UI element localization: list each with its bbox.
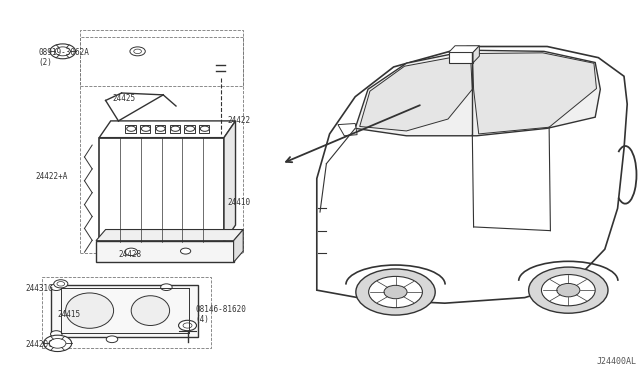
Bar	[140, 125, 150, 133]
Polygon shape	[449, 46, 479, 52]
Bar	[125, 125, 136, 133]
Circle shape	[106, 336, 118, 343]
Bar	[155, 125, 165, 133]
Circle shape	[44, 335, 72, 352]
Polygon shape	[96, 230, 243, 241]
Circle shape	[57, 282, 65, 286]
Ellipse shape	[66, 293, 114, 328]
Bar	[99, 138, 224, 242]
Text: 24422+A: 24422+A	[35, 172, 68, 181]
Polygon shape	[99, 121, 236, 138]
Polygon shape	[360, 54, 472, 131]
Polygon shape	[355, 50, 600, 136]
Text: 24425: 24425	[112, 94, 135, 103]
Polygon shape	[338, 124, 357, 136]
Polygon shape	[51, 285, 198, 337]
Circle shape	[49, 339, 66, 348]
Bar	[184, 125, 195, 133]
Circle shape	[54, 280, 68, 288]
Circle shape	[171, 126, 180, 131]
Circle shape	[183, 323, 192, 328]
Circle shape	[186, 126, 195, 131]
Circle shape	[179, 320, 196, 331]
Ellipse shape	[131, 296, 170, 326]
Circle shape	[356, 269, 435, 315]
Text: 24415: 24415	[58, 310, 81, 319]
Circle shape	[200, 126, 209, 131]
Bar	[80, 37, 243, 86]
Circle shape	[51, 284, 62, 291]
Circle shape	[125, 248, 138, 256]
Text: 24410: 24410	[227, 198, 250, 207]
Bar	[199, 125, 209, 133]
Polygon shape	[472, 53, 596, 134]
Bar	[80, 30, 243, 253]
Bar	[96, 241, 234, 262]
Circle shape	[369, 276, 422, 308]
Circle shape	[51, 331, 62, 337]
Text: J24400AL: J24400AL	[596, 357, 637, 366]
Circle shape	[557, 283, 580, 297]
Bar	[170, 125, 180, 133]
Text: 24431G: 24431G	[26, 284, 53, 293]
Bar	[449, 52, 473, 63]
Polygon shape	[224, 121, 236, 242]
Circle shape	[529, 267, 608, 313]
Text: 08919-3062A
(2): 08919-3062A (2)	[38, 48, 89, 67]
Text: 08146-81620
(4): 08146-81620 (4)	[195, 305, 246, 324]
Circle shape	[127, 126, 136, 131]
Text: 24428: 24428	[118, 250, 141, 259]
Circle shape	[384, 285, 407, 299]
Circle shape	[130, 47, 145, 56]
Polygon shape	[317, 46, 627, 303]
Text: 24420C: 24420C	[26, 340, 53, 349]
Circle shape	[180, 248, 191, 254]
Circle shape	[134, 49, 141, 54]
Circle shape	[141, 126, 150, 131]
Polygon shape	[473, 46, 479, 63]
Circle shape	[156, 126, 165, 131]
Circle shape	[541, 275, 595, 306]
Text: 24422: 24422	[227, 116, 250, 125]
Circle shape	[50, 44, 76, 59]
Polygon shape	[234, 230, 243, 262]
Circle shape	[161, 284, 172, 291]
Circle shape	[55, 47, 70, 56]
